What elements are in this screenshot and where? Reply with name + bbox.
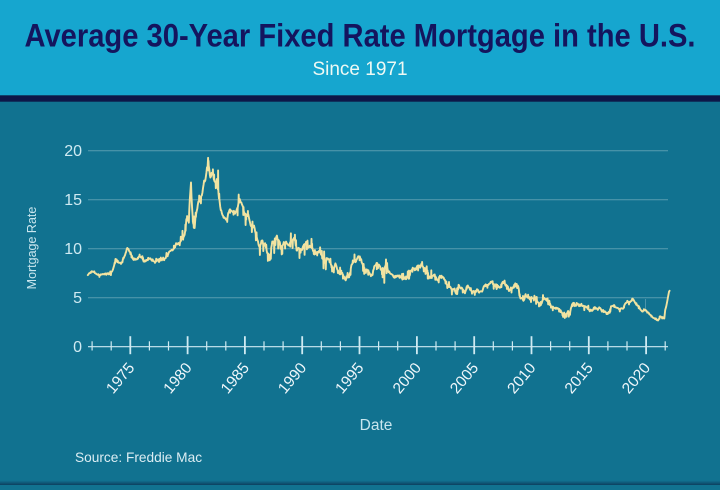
svg-text:5: 5: [73, 290, 82, 307]
svg-text:Mortgage Rate: Mortgage Rate: [25, 207, 39, 290]
svg-text:20: 20: [64, 143, 82, 160]
svg-text:15: 15: [64, 192, 82, 209]
svg-text:Average 30-Year Fixed Rate Mor: Average 30-Year Fixed Rate Mortgage in t…: [25, 18, 696, 54]
svg-text:Source: Freddie Mac: Source: Freddie Mac: [75, 450, 202, 465]
svg-text:Since 1971: Since 1971: [312, 59, 407, 80]
svg-text:Date: Date: [360, 417, 393, 434]
svg-text:10: 10: [64, 241, 82, 258]
svg-text:0: 0: [73, 339, 82, 356]
